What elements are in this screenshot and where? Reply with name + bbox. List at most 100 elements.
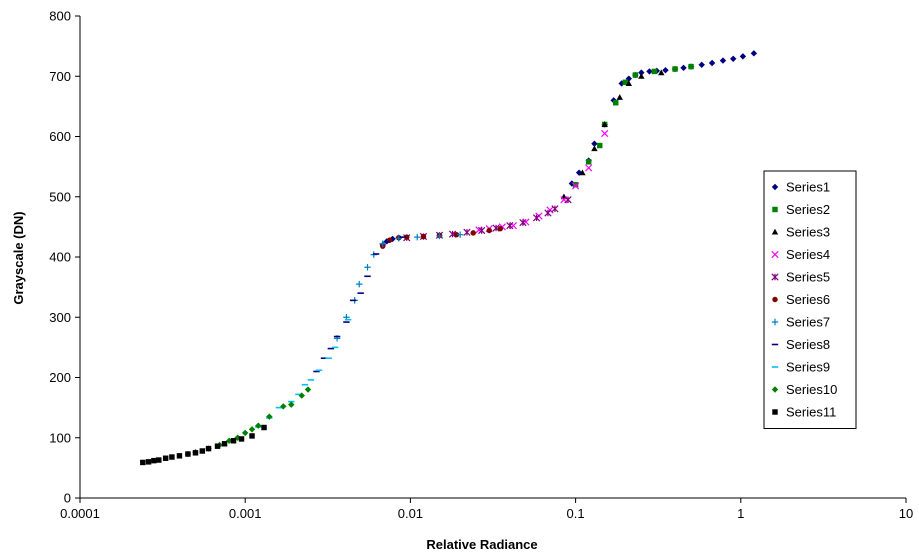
legend-marker — [772, 206, 778, 213]
data-point — [249, 433, 255, 439]
data-point — [185, 451, 191, 457]
legend-label: Series2 — [786, 202, 830, 217]
legend-label: Series9 — [786, 360, 830, 375]
data-point — [379, 240, 386, 247]
data-point — [551, 205, 559, 213]
data-point — [288, 401, 295, 408]
data-point — [497, 225, 504, 232]
data-point — [280, 403, 287, 410]
data-point — [506, 222, 514, 230]
y-tick-label: 800 — [49, 9, 71, 24]
data-point — [597, 142, 603, 149]
y-tick-label: 100 — [49, 430, 71, 445]
legend-label: Series5 — [786, 270, 830, 285]
legend-marker — [771, 183, 779, 191]
data-point — [248, 426, 256, 433]
data-point — [638, 69, 645, 76]
data-point — [221, 441, 228, 447]
legend-label: Series3 — [786, 225, 830, 240]
data-point — [622, 79, 629, 85]
data-point — [304, 386, 312, 393]
data-point — [730, 55, 737, 62]
data-point — [672, 66, 678, 72]
data-point — [420, 233, 427, 240]
x-tick-label: 10 — [899, 506, 913, 521]
series-10 — [184, 386, 312, 458]
data-point — [658, 69, 665, 76]
data-point — [601, 129, 609, 138]
y-tick-label: 500 — [49, 189, 71, 204]
legend-label: Series8 — [786, 337, 830, 352]
data-point — [199, 448, 206, 454]
data-point — [238, 436, 245, 442]
legend-label: Series7 — [786, 315, 830, 330]
data-point — [192, 450, 199, 456]
y-tick-label: 200 — [49, 370, 71, 385]
legend-label: Series1 — [786, 180, 830, 195]
data-point — [509, 222, 517, 230]
data-point — [151, 457, 157, 464]
data-point — [255, 422, 262, 429]
y-tick-label: 700 — [49, 69, 71, 84]
data-point — [585, 159, 592, 165]
series-8 — [313, 236, 407, 373]
legend-marker — [771, 228, 779, 235]
data-point — [162, 455, 169, 461]
legend-marker — [771, 250, 779, 259]
legend-marker — [771, 318, 779, 326]
data-point — [632, 72, 639, 78]
legend-marker — [772, 296, 778, 303]
data-point — [532, 214, 541, 222]
data-point — [646, 68, 653, 75]
series-3 — [560, 69, 665, 200]
data-point — [395, 235, 402, 242]
data-point — [463, 228, 471, 236]
data-point — [470, 230, 476, 236]
data-point — [739, 53, 747, 60]
data-point — [680, 64, 687, 72]
data-point — [616, 94, 623, 100]
data-point — [601, 121, 608, 128]
data-point — [414, 233, 421, 241]
data-point — [750, 50, 758, 57]
y-axis-title: Grayscale (DN) — [11, 211, 26, 304]
data-point — [230, 438, 237, 444]
data-point — [625, 80, 633, 87]
data-point — [145, 459, 152, 465]
legend-label: Series4 — [786, 247, 830, 262]
data-point — [698, 61, 705, 69]
data-point — [571, 182, 580, 190]
data-point — [205, 445, 212, 452]
axes: 0 100 200 300 400 500 600 700 800 0.0001 0.001 0.01… — [49, 9, 913, 522]
data-point — [544, 209, 552, 217]
x-tick-label: 1 — [737, 506, 744, 521]
data-point — [156, 457, 162, 463]
legend: Series1 Series2 Series3 Series4 Series5 Serie… — [763, 170, 857, 429]
data-point — [638, 73, 645, 79]
data-point — [225, 437, 233, 444]
legend-label: Series11 — [786, 405, 836, 420]
data-point — [436, 232, 443, 240]
y-tick-label: 600 — [49, 129, 71, 144]
data-point — [625, 75, 633, 82]
data-point — [591, 140, 598, 147]
data-point — [519, 219, 527, 227]
legend-box — [763, 170, 857, 429]
data-point — [456, 231, 464, 238]
data-point — [364, 264, 371, 271]
x-tick-label: 0.001 — [229, 506, 262, 521]
data-point — [298, 392, 305, 399]
y-tick-label: 400 — [49, 250, 71, 265]
x-axis-title: Relative Radiance — [426, 537, 537, 552]
legend-marker — [771, 386, 779, 393]
data-point — [356, 280, 363, 288]
data-point — [579, 169, 586, 176]
legend-label: Series6 — [786, 292, 830, 307]
legend-label: Series10 — [786, 382, 837, 397]
x-tick-label: 0.0001 — [60, 506, 100, 521]
data-point — [486, 227, 492, 234]
y-tick-label: 0 — [64, 491, 71, 506]
data-point — [478, 226, 486, 235]
data-point — [266, 413, 273, 420]
series-11 — [140, 424, 267, 466]
